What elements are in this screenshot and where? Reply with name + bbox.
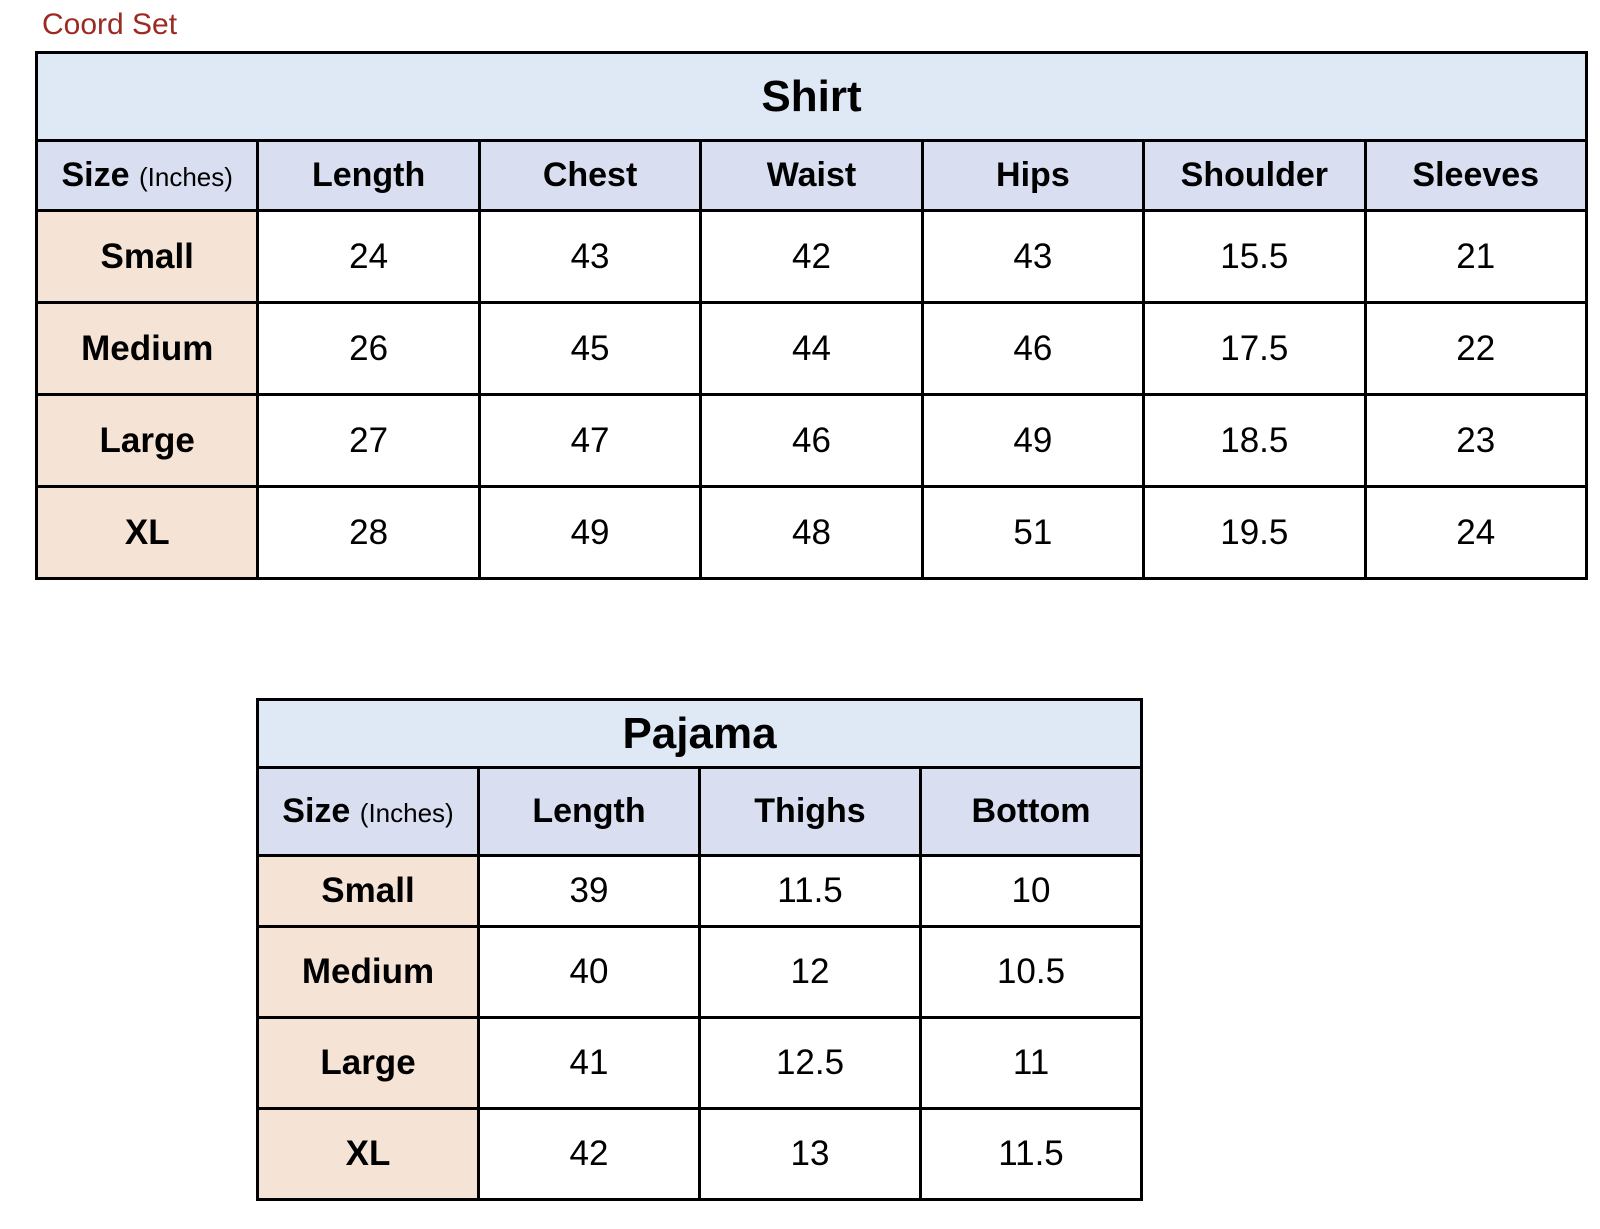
measurement-cell: 22 (1363, 301, 1589, 396)
measurement-cell: 44 (699, 301, 924, 396)
shirt-size-table: Shirt Size (Inches) Length Chest Waist Hips Sh… (34, 51, 1589, 580)
table-row: Medium 40 12 10.5 (256, 925, 1143, 1019)
measurement-cell: 48 (699, 485, 924, 580)
measurement-cell: 17.5 (1142, 301, 1367, 396)
size-label: Large (256, 1016, 480, 1110)
measurement-cell: 43 (920, 209, 1146, 304)
measurement-cell: 39 (477, 854, 701, 928)
measurement-cell: 42 (477, 1107, 701, 1201)
measurement-cell: 49 (920, 393, 1146, 488)
measurement-cell: 11 (919, 1016, 1143, 1110)
pajama-size-table: Pajama Size (Inches) Length Thighs Bottom Sma… (256, 698, 1143, 1201)
measurement-cell: 19.5 (1142, 485, 1367, 580)
measurement-cell: 15.5 (1142, 209, 1367, 304)
column-header: Hips (920, 139, 1146, 212)
table-title: Shirt (35, 51, 1588, 142)
table-row: Small 39 11.5 10 (256, 854, 1143, 928)
column-header: Bottom (919, 766, 1143, 857)
column-header: Shoulder (1142, 139, 1367, 212)
measurement-cell: 10.5 (919, 925, 1143, 1019)
measurement-cell: 21 (1363, 209, 1589, 304)
measurement-cell: 47 (477, 393, 703, 488)
measurement-cell: 51 (920, 485, 1146, 580)
size-unit-label: (Inches) (139, 162, 233, 192)
measurement-cell: 12 (698, 925, 922, 1019)
size-label: XL (34, 485, 260, 580)
measurement-cell: 45 (477, 301, 703, 396)
table-row: XL 42 13 11.5 (256, 1107, 1143, 1201)
size-header-label: Size (61, 156, 130, 194)
size-label: Small (34, 209, 260, 304)
measurement-cell: 42 (699, 209, 924, 304)
table-row: Large 41 12.5 11 (256, 1016, 1143, 1110)
size-label: Large (34, 393, 260, 488)
size-label: XL (256, 1107, 480, 1201)
column-header: Length (477, 766, 701, 857)
table-row: Medium 26 45 44 46 17.5 22 (34, 301, 1589, 396)
measurement-cell: 24 (256, 209, 481, 304)
table-row: Small 24 43 42 43 15.5 21 (34, 209, 1589, 304)
measurement-cell: 43 (477, 209, 703, 304)
column-header: Waist (699, 139, 924, 212)
size-header-label: Size (282, 792, 351, 830)
column-header: Thighs (698, 766, 922, 857)
size-header-cell: Size (Inches) (34, 139, 260, 212)
measurement-cell: 41 (477, 1016, 701, 1110)
measurement-cell: 12.5 (698, 1016, 922, 1110)
column-header: Sleeves (1363, 139, 1589, 212)
size-header-cell: Size (Inches) (256, 766, 480, 857)
table-row: XL 28 49 48 51 19.5 24 (34, 485, 1589, 580)
size-label: Medium (34, 301, 260, 396)
table-title-row: Pajama (256, 698, 1143, 769)
table-title: Pajama (256, 698, 1143, 769)
measurement-cell: 10 (919, 854, 1143, 928)
measurement-cell: 26 (256, 301, 481, 396)
document-title: Coord Set (42, 8, 178, 41)
measurement-cell: 27 (256, 393, 481, 488)
measurement-cell: 18.5 (1142, 393, 1367, 488)
header-row: Size (Inches) Length Chest Waist Hips Shoulde… (34, 139, 1589, 212)
measurement-cell: 46 (920, 301, 1146, 396)
size-label: Small (256, 854, 480, 928)
measurement-cell: 13 (698, 1107, 922, 1201)
measurement-cell: 24 (1363, 485, 1589, 580)
column-header: Length (256, 139, 481, 212)
measurement-cell: 23 (1363, 393, 1589, 488)
table-title-row: Shirt (35, 51, 1588, 142)
table-row: Large 27 47 46 49 18.5 23 (34, 393, 1589, 488)
measurement-cell: 40 (477, 925, 701, 1019)
measurement-cell: 11.5 (698, 854, 922, 928)
measurement-cell: 11.5 (919, 1107, 1143, 1201)
measurement-cell: 49 (477, 485, 703, 580)
size-unit-label: (Inches) (359, 798, 454, 828)
measurement-cell: 28 (256, 485, 481, 580)
header-row: Size (Inches) Length Thighs Bottom (256, 766, 1143, 857)
measurement-cell: 46 (699, 393, 924, 488)
size-label: Medium (256, 925, 480, 1019)
column-header: Chest (477, 139, 703, 212)
